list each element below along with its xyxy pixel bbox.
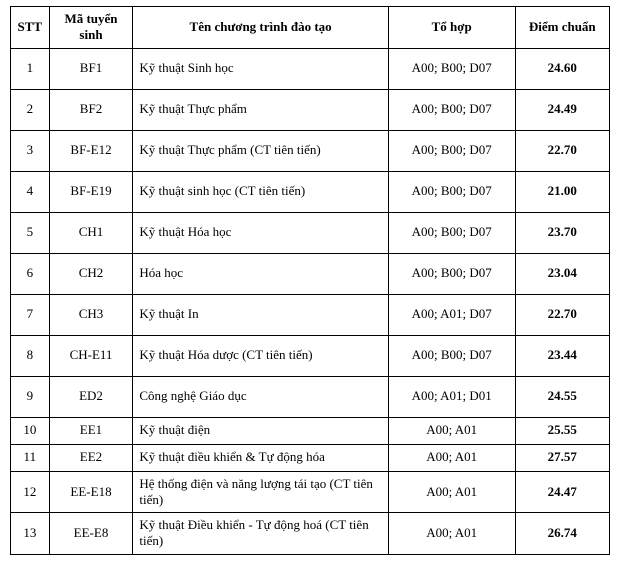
- cell-stt: 13: [11, 513, 50, 555]
- page: STT Mã tuyển sinh Tên chương trình đào t…: [0, 0, 620, 567]
- cell-name: Kỹ thuật In: [133, 294, 388, 335]
- cell-stt: 11: [11, 444, 50, 471]
- cell-score: 24.55: [515, 376, 610, 417]
- cell-score: 24.60: [515, 48, 610, 89]
- cell-code: ED2: [49, 376, 133, 417]
- cell-name: Kỹ thuật Hóa học: [133, 212, 388, 253]
- table-row: 3BF-E12Kỹ thuật Thực phẩm (CT tiên tiến)…: [11, 130, 610, 171]
- cell-combo: A00; A01; D01: [388, 376, 515, 417]
- cell-score: 26.74: [515, 513, 610, 555]
- table-row: 9ED2Công nghệ Giáo dụcA00; A01; D0124.55: [11, 376, 610, 417]
- cell-code: EE-E8: [49, 513, 133, 555]
- cell-score: 24.47: [515, 471, 610, 513]
- cell-name: Kỹ thuật Hóa dược (CT tiên tiến): [133, 335, 388, 376]
- cell-score: 22.70: [515, 294, 610, 335]
- table-row: 1BF1Kỹ thuật Sinh họcA00; B00; D0724.60: [11, 48, 610, 89]
- col-header-stt: STT: [11, 7, 50, 49]
- cell-name: Kỹ thuật Điều khiển - Tự động hoá (CT ti…: [133, 513, 388, 555]
- cell-stt: 6: [11, 253, 50, 294]
- cell-stt: 1: [11, 48, 50, 89]
- admissions-table: STT Mã tuyển sinh Tên chương trình đào t…: [10, 6, 610, 555]
- cell-stt: 10: [11, 417, 50, 444]
- cell-score: 25.55: [515, 417, 610, 444]
- cell-stt: 8: [11, 335, 50, 376]
- table-row: 7CH3Kỹ thuật InA00; A01; D0722.70: [11, 294, 610, 335]
- cell-name: Kỹ thuật điện: [133, 417, 388, 444]
- cell-stt: 3: [11, 130, 50, 171]
- cell-code: CH3: [49, 294, 133, 335]
- cell-stt: 9: [11, 376, 50, 417]
- cell-code: EE-E18: [49, 471, 133, 513]
- cell-score: 23.70: [515, 212, 610, 253]
- cell-code: CH2: [49, 253, 133, 294]
- table-row: 4BF-E19Kỹ thuật sinh học (CT tiên tiến)A…: [11, 171, 610, 212]
- table-row: 13EE-E8Kỹ thuật Điều khiển - Tự động hoá…: [11, 513, 610, 555]
- table-row: 12EE-E18Hệ thống điện và năng lượng tái …: [11, 471, 610, 513]
- cell-name: Kỹ thuật Thực phẩm: [133, 89, 388, 130]
- col-header-name: Tên chương trình đào tạo: [133, 7, 388, 49]
- cell-score: 22.70: [515, 130, 610, 171]
- table-row: 6CH2Hóa họcA00; B00; D0723.04: [11, 253, 610, 294]
- table-body: 1BF1Kỹ thuật Sinh họcA00; B00; D0724.602…: [11, 48, 610, 554]
- cell-combo: A00; A01: [388, 471, 515, 513]
- cell-combo: A00; A01: [388, 444, 515, 471]
- col-header-combo: Tổ hợp: [388, 7, 515, 49]
- table-header-row: STT Mã tuyển sinh Tên chương trình đào t…: [11, 7, 610, 49]
- cell-code: BF2: [49, 89, 133, 130]
- cell-name: Công nghệ Giáo dục: [133, 376, 388, 417]
- cell-combo: A00; B00; D07: [388, 48, 515, 89]
- cell-combo: A00; B00; D07: [388, 253, 515, 294]
- cell-name: Hệ thống điện và năng lượng tái tạo (CT …: [133, 471, 388, 513]
- cell-stt: 2: [11, 89, 50, 130]
- cell-stt: 4: [11, 171, 50, 212]
- cell-code: CH1: [49, 212, 133, 253]
- table-row: 5CH1Kỹ thuật Hóa họcA00; B00; D0723.70: [11, 212, 610, 253]
- cell-combo: A00; B00; D07: [388, 171, 515, 212]
- table-row: 11EE2Kỹ thuật điều khiển & Tự động hóaA0…: [11, 444, 610, 471]
- cell-name: Kỹ thuật Thực phẩm (CT tiên tiến): [133, 130, 388, 171]
- cell-name: Kỹ thuật điều khiển & Tự động hóa: [133, 444, 388, 471]
- cell-combo: A00; B00; D07: [388, 89, 515, 130]
- table-row: 8CH-E11Kỹ thuật Hóa dược (CT tiên tiến)A…: [11, 335, 610, 376]
- cell-combo: A00; A01: [388, 417, 515, 444]
- cell-combo: A00; A01; D07: [388, 294, 515, 335]
- cell-combo: A00; B00; D07: [388, 212, 515, 253]
- cell-code: CH-E11: [49, 335, 133, 376]
- cell-score: 21.00: [515, 171, 610, 212]
- cell-name: Kỹ thuật Sinh học: [133, 48, 388, 89]
- cell-code: BF1: [49, 48, 133, 89]
- cell-stt: 12: [11, 471, 50, 513]
- cell-combo: A00; A01: [388, 513, 515, 555]
- cell-score: 23.04: [515, 253, 610, 294]
- cell-code: BF-E19: [49, 171, 133, 212]
- cell-stt: 7: [11, 294, 50, 335]
- cell-score: 27.57: [515, 444, 610, 471]
- cell-code: BF-E12: [49, 130, 133, 171]
- col-header-code: Mã tuyển sinh: [49, 7, 133, 49]
- cell-score: 23.44: [515, 335, 610, 376]
- table-row: 10EE1Kỹ thuật điệnA00; A0125.55: [11, 417, 610, 444]
- cell-code: EE2: [49, 444, 133, 471]
- cell-combo: A00; B00; D07: [388, 130, 515, 171]
- cell-name: Kỹ thuật sinh học (CT tiên tiến): [133, 171, 388, 212]
- cell-combo: A00; B00; D07: [388, 335, 515, 376]
- cell-code: EE1: [49, 417, 133, 444]
- col-header-score: Điểm chuẩn: [515, 7, 610, 49]
- cell-stt: 5: [11, 212, 50, 253]
- table-header: STT Mã tuyển sinh Tên chương trình đào t…: [11, 7, 610, 49]
- cell-score: 24.49: [515, 89, 610, 130]
- cell-name: Hóa học: [133, 253, 388, 294]
- table-row: 2BF2Kỹ thuật Thực phẩmA00; B00; D0724.49: [11, 89, 610, 130]
